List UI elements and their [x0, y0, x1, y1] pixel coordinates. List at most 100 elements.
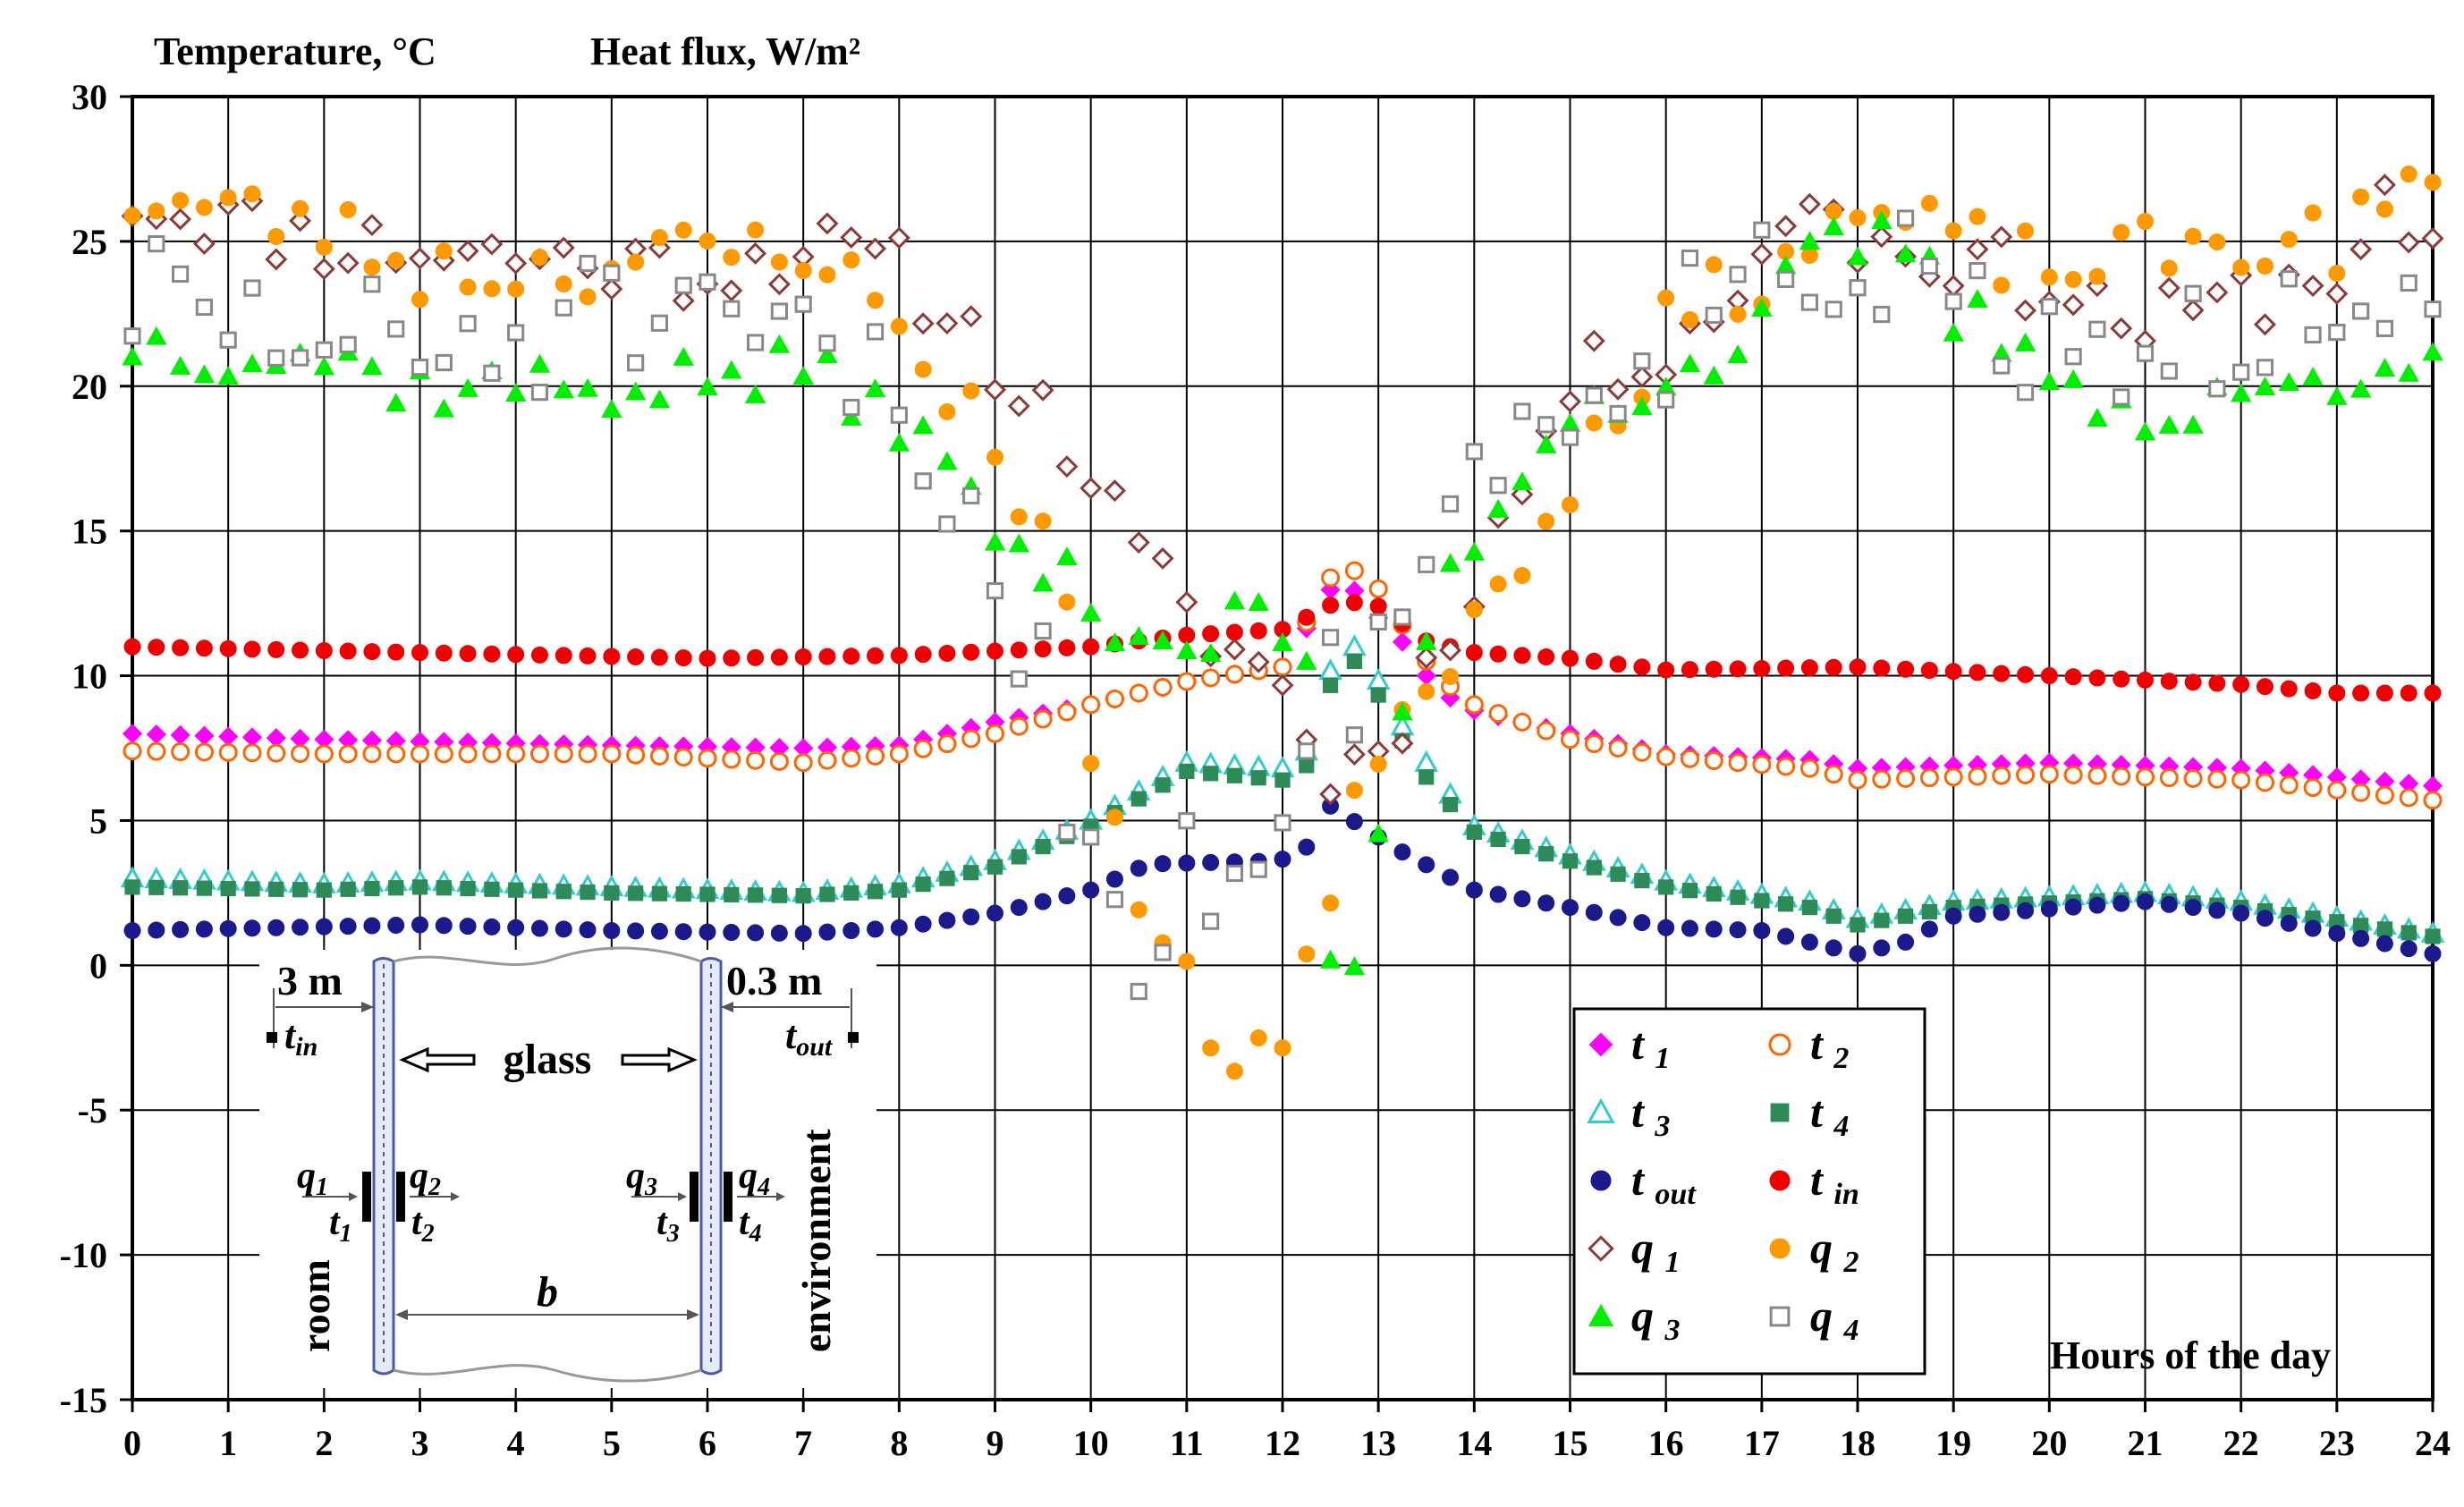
point-t2 — [1704, 751, 1723, 771]
point-t4 — [2376, 921, 2393, 937]
point-tout — [243, 919, 261, 937]
point-tin — [1777, 659, 1795, 677]
y-tick-label: 10 — [72, 656, 107, 697]
legend-label-t1: t 1 — [1631, 1019, 1670, 1075]
point-tin — [2064, 668, 2082, 686]
point-q4 — [1729, 266, 1747, 284]
point-q4 — [1944, 292, 1962, 310]
point-t2 — [1728, 753, 1748, 773]
point-tout — [1969, 905, 1986, 923]
point-q3 — [1894, 243, 1917, 263]
point-tin — [195, 639, 213, 657]
point-q2 — [1178, 952, 1196, 970]
point-q3 — [648, 389, 671, 409]
point-q2 — [172, 191, 190, 209]
point-t2 — [1344, 561, 1364, 580]
point-q4 — [1225, 864, 1244, 883]
point-tout — [339, 918, 357, 936]
inset-t2: t2 — [411, 1202, 435, 1248]
point-t2 — [2159, 768, 2179, 788]
point-q1 — [192, 233, 216, 256]
point-t4 — [1897, 908, 1914, 924]
point-tin — [2040, 667, 2058, 685]
point-q4 — [843, 398, 860, 417]
point-tout — [2208, 902, 2226, 919]
point-q3 — [841, 406, 862, 426]
x-tick-label: 9 — [986, 1423, 1004, 1463]
point-q4 — [1393, 608, 1411, 626]
y-tick-label: 15 — [72, 512, 107, 552]
inset-q2: q2 — [410, 1156, 441, 1201]
point-q4 — [603, 264, 621, 282]
point-tout — [1130, 859, 1147, 877]
point-t2 — [1799, 758, 1819, 778]
point-t2 — [1321, 568, 1341, 588]
point-tin — [435, 644, 453, 662]
point-q2 — [1058, 593, 1076, 611]
point-q2 — [2137, 213, 2154, 231]
x-tick-label: 21 — [2128, 1423, 2163, 1463]
point-tin — [962, 643, 980, 661]
point-q4 — [2064, 348, 2082, 366]
point-tout — [1082, 881, 1100, 899]
point-t2 — [1009, 716, 1029, 736]
point-tin — [818, 648, 836, 665]
point-q2 — [1345, 782, 1363, 800]
point-q1 — [936, 312, 959, 335]
point-t4 — [1370, 687, 1386, 703]
point-tin — [1345, 594, 1363, 612]
point-q3 — [1392, 701, 1413, 721]
point-q3 — [2231, 383, 2252, 402]
point-t4 — [1346, 653, 1362, 669]
point-q4 — [1585, 386, 1603, 404]
point-q4 — [1800, 293, 1819, 311]
point-tout — [1537, 894, 1555, 912]
point-t4 — [244, 881, 260, 897]
point-q2 — [2017, 222, 2035, 240]
point-q4 — [2256, 359, 2274, 377]
point-q2 — [1249, 1029, 1267, 1047]
point-tin — [2256, 678, 2273, 696]
point-tout — [195, 920, 213, 938]
point-q3 — [1511, 471, 1533, 491]
point-t2 — [1584, 734, 1604, 754]
y-tick-label: 20 — [72, 367, 107, 407]
point-q4 — [579, 254, 597, 273]
point-q3 — [457, 377, 478, 397]
point-q2 — [1920, 194, 1938, 212]
point-tin — [1322, 597, 1340, 614]
point-tout — [1154, 855, 1172, 873]
point-tin — [555, 647, 572, 665]
point-tout — [2040, 900, 2058, 918]
point-t2 — [1488, 704, 1508, 724]
point-tin — [1537, 648, 1555, 666]
point-q1 — [1582, 329, 1605, 352]
point-tout — [1274, 851, 1291, 868]
point-q3 — [1343, 956, 1366, 976]
point-q4 — [1010, 670, 1028, 688]
point-t4 — [1155, 777, 1171, 793]
point-q2 — [1225, 1063, 1243, 1080]
point-tin — [2352, 684, 2370, 702]
point-t4 — [2425, 928, 2441, 944]
point-q3 — [122, 346, 143, 366]
point-q2 — [530, 249, 548, 267]
point-tin — [2304, 682, 2322, 700]
point-t2 — [411, 744, 429, 764]
point-t4 — [1442, 797, 1459, 813]
point-tout — [1178, 854, 1196, 872]
point-q4 — [1202, 912, 1220, 930]
x-tick-label: 10 — [1073, 1423, 1109, 1463]
point-q1 — [1750, 242, 1774, 266]
inset-q3: q3 — [626, 1156, 657, 1201]
point-t2 — [673, 748, 693, 767]
point-t4 — [2400, 925, 2417, 941]
point-q2 — [1993, 276, 2011, 294]
point-tout — [267, 919, 285, 936]
point-tin — [603, 648, 621, 665]
point-t2 — [2112, 766, 2131, 786]
point-t2 — [2399, 788, 2418, 808]
point-q4 — [2088, 320, 2106, 338]
point-t4 — [724, 886, 740, 903]
